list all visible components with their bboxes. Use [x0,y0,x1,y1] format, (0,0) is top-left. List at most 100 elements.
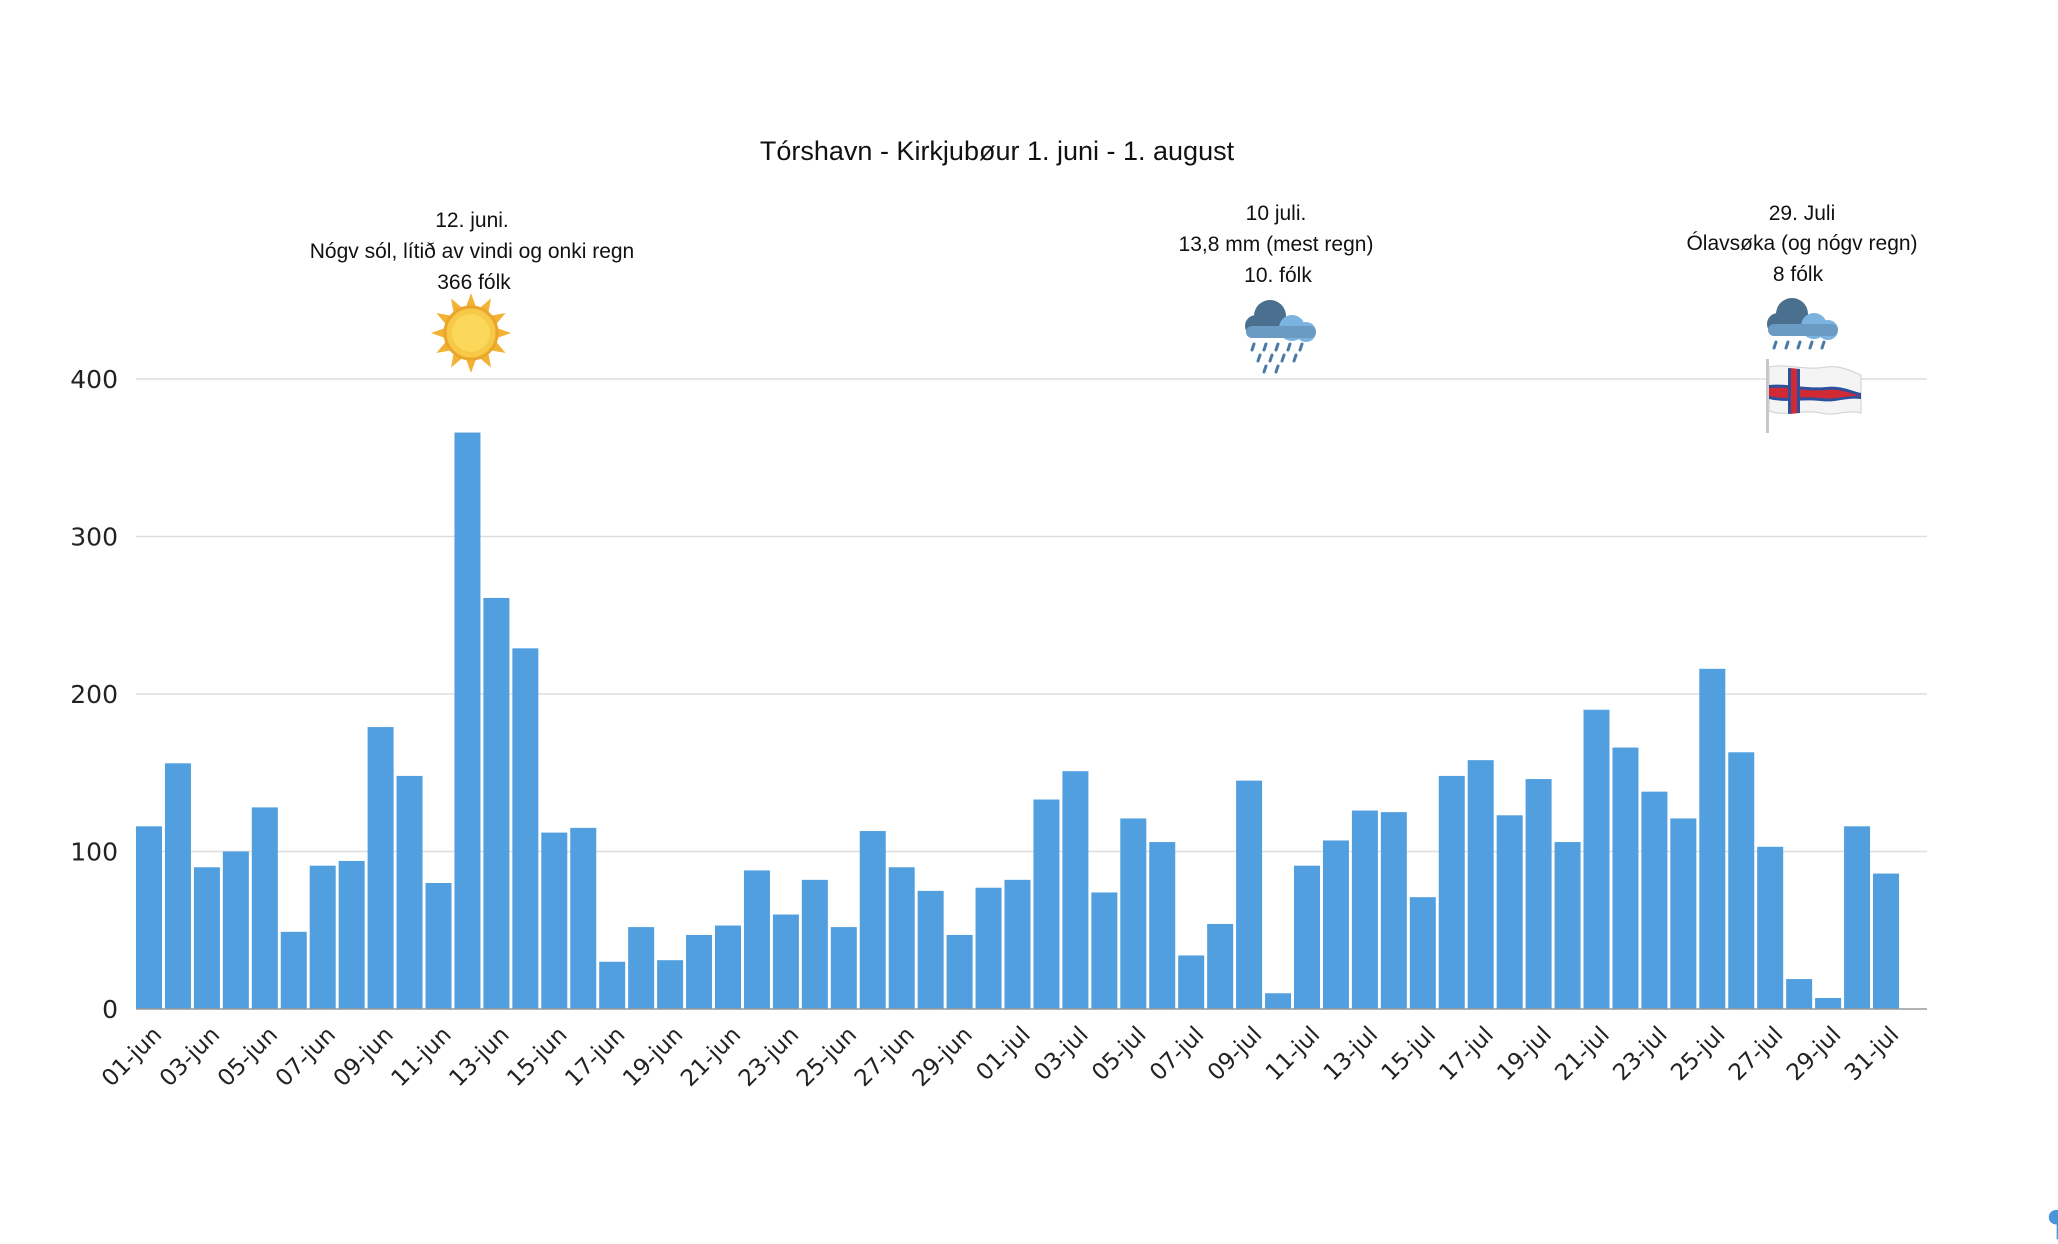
annotation-10-jul-line-1: 10 juli. [1246,202,1307,225]
rain-cloud-icon [1767,298,1838,350]
x-tick-label: 03-jul [1029,1022,1093,1086]
annotation-29-jul-line-2: Ólavsøka (og nógv regn) [1686,232,1917,255]
x-tick-label: 01-jul [971,1022,1035,1086]
annotation-12-jun-line-2: Nógv sól, lítið av vindi og onki regn [310,240,635,263]
annotation-12-jun-line-1: 12. juni. [435,209,509,232]
bar-03-jun [193,867,220,1009]
bar-02-jun [164,763,191,1009]
x-tick-label: 13-jun [445,1022,515,1092]
svg-text:¶: ¶ [2046,1204,2058,1244]
bar-01-jun [136,826,162,1009]
bar-15-jul [1409,897,1436,1009]
bars [136,432,1899,1009]
annotation-12-jun: 12. juni. Nógv sól, lítið av vindi og on… [310,209,635,373]
bar-19-jul [1525,779,1552,1009]
bar-13-jun [483,597,510,1009]
y-axis-ticks: 0 100 200 300 400 [70,365,118,1024]
bar-12-jul [1322,840,1349,1009]
faroese-flag-icon [1766,359,1862,433]
bar-16-jun [570,827,597,1009]
bar-06-jul [1149,842,1176,1009]
y-tick-label: 400 [70,365,118,394]
bar-26-jul [1728,752,1755,1009]
x-tick-label: 25-jul [1666,1022,1730,1086]
annotation-29-jul-line-1: 29. Juli [1769,202,1836,225]
bar-23-jun [772,914,799,1009]
pilcrow-icon: ¶ [2046,1204,2058,1244]
annotation-10-jul: 10 juli. 13,8 mm (mest regn) 10. fólk [1179,202,1374,374]
bar-17-jul [1467,760,1494,1009]
sun-icon [431,293,511,373]
x-tick-label: 05-jul [1087,1022,1151,1086]
bar-29-jun [946,934,973,1009]
annotation-10-jul-line-2: 13,8 mm (mest regn) [1179,233,1374,256]
bar-24-jul [1670,818,1697,1009]
bar-05-jun [251,807,278,1009]
x-tick-label: 21-jul [1550,1022,1614,1086]
bar-28-jul [1786,979,1813,1009]
x-tick-label: 23-jul [1608,1022,1672,1086]
bar-12-jun [454,432,481,1009]
x-axis-ticks: 01-jun03-jun05-jun07-jun09-jun11-jun13-j… [97,1022,1904,1092]
x-tick-label: 29-jun [908,1022,978,1092]
bar-02-jul [1033,799,1060,1009]
bar-09-jul [1236,780,1263,1009]
bar-30-jun [975,887,1002,1009]
x-tick-label: 17-jun [560,1022,630,1092]
bar-14-jul [1380,812,1407,1009]
bar-24-jun [801,879,828,1009]
bar-11-jun [425,883,452,1009]
bar-11-jul [1294,865,1320,1009]
bar-28-jun [917,890,944,1009]
bar-27-jul [1757,846,1784,1009]
bar-13-jul [1351,810,1378,1009]
bar-16-jul [1438,775,1465,1009]
x-tick-label: 15-jun [502,1022,572,1092]
bar-06-jun [280,931,307,1009]
rain-cloud-icon [1245,300,1316,374]
bar-10-jun [396,775,423,1009]
bar-08-jul [1207,923,1234,1009]
x-tick-label: 13-jul [1319,1022,1383,1086]
bar-07-jun [309,865,336,1009]
x-tick-label: 05-jun [213,1022,283,1092]
y-tick-label: 0 [102,995,118,1024]
bar-20-jun [686,934,713,1009]
bar-04-jun [222,851,249,1009]
bar-04-jul [1091,892,1118,1009]
bar-17-jun [599,961,626,1009]
bar-03-jul [1062,771,1089,1009]
bar-15-jun [541,832,568,1009]
x-tick-label: 29-jul [1782,1022,1846,1086]
x-tick-label: 01-jun [97,1022,167,1092]
bar-31-jul [1873,873,1899,1009]
annotation-12-jun-line-3: 366 fólk [437,271,511,294]
x-tick-label: 19-jul [1493,1022,1557,1086]
y-tick-label: 300 [70,523,118,552]
bar-27-jun [888,867,915,1009]
bar-26-jun [859,831,886,1009]
x-tick-label: 27-jul [1724,1022,1788,1086]
bar-18-jun [628,927,655,1009]
bar-21-jun [715,925,741,1009]
bar-09-jun [367,727,394,1009]
bar-19-jun [657,960,684,1009]
bar-08-jun [338,860,365,1009]
x-tick-label: 31-jul [1840,1022,1904,1086]
x-tick-label: 03-jun [155,1022,225,1092]
bar-30-jul [1844,826,1871,1009]
x-tick-label: 25-jun [792,1022,862,1092]
x-tick-label: 11-jun [387,1022,457,1092]
bar-20-jul [1554,842,1581,1009]
x-tick-label: 21-jun [676,1022,746,1092]
bar-25-jun [830,927,857,1009]
bar-25-jul [1699,668,1726,1009]
bar-10-jul [1265,993,1292,1009]
chart-title: Tórshavn - Kirkjubøur 1. juni - 1. augus… [760,136,1235,166]
bar-22-jun [743,870,770,1009]
x-tick-label: 19-jun [618,1022,688,1092]
x-tick-label: 09-jul [1203,1022,1267,1086]
bar-07-jul [1178,955,1205,1009]
x-tick-label: 27-jun [850,1022,920,1092]
